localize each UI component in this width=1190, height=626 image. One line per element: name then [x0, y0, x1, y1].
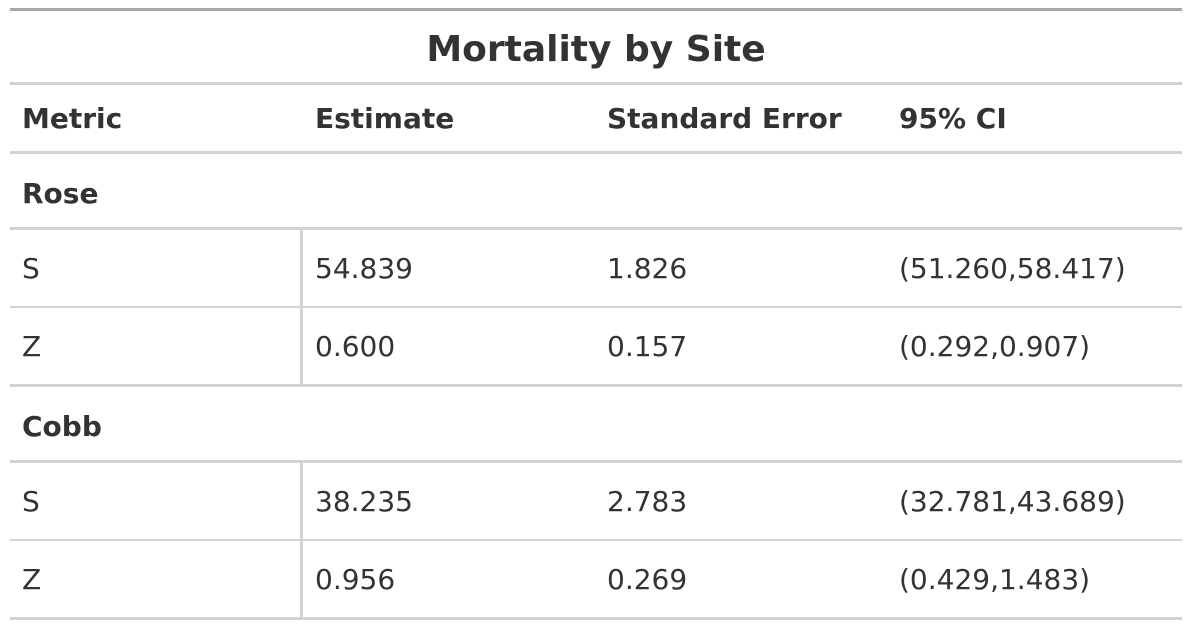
- table-row: Z 0.956 0.269 (0.429,1.483): [10, 541, 1182, 620]
- cell-standard-error: 0.269: [607, 562, 688, 596]
- cell-standard-error: 1.826: [607, 251, 688, 285]
- cell-metric: S: [10, 230, 303, 306]
- column-header-metric: Metric: [22, 101, 123, 135]
- cell-standard-error: 0.157: [607, 329, 688, 363]
- cell-metric: S: [10, 463, 303, 539]
- cell-metric: Z: [10, 308, 303, 384]
- top-rule: [10, 8, 1182, 11]
- table-row: S 38.235 2.783 (32.781,43.689): [10, 463, 1182, 541]
- table-row: Z 0.600 0.157 (0.292,0.907): [10, 308, 1182, 387]
- cell-metric: Z: [10, 541, 303, 617]
- cell-ci: (0.292,0.907): [899, 329, 1091, 363]
- cell-estimate: 38.235: [315, 484, 413, 518]
- results-table: Mortality by Site Metric Estimate Standa…: [10, 8, 1182, 620]
- column-header-standard-error: Standard Error: [607, 101, 842, 135]
- column-header-ci: 95% CI: [899, 101, 1007, 135]
- cell-estimate: 0.956: [315, 562, 396, 596]
- cell-estimate: 54.839: [315, 251, 413, 285]
- table-row: S 54.839 1.826 (51.260,58.417): [10, 230, 1182, 308]
- header-row: Metric Estimate Standard Error 95% CI: [10, 85, 1182, 154]
- cell-ci: (0.429,1.483): [899, 562, 1091, 596]
- group-header-cobb: Cobb: [10, 387, 1182, 463]
- cell-ci: (51.260,58.417): [899, 251, 1126, 285]
- cell-standard-error: 2.783: [607, 484, 688, 518]
- cell-estimate: 0.600: [315, 329, 396, 363]
- column-header-estimate: Estimate: [315, 101, 455, 135]
- cell-ci: (32.781,43.689): [899, 484, 1126, 518]
- table-title: Mortality by Site: [10, 11, 1182, 85]
- group-header-rose: Rose: [10, 154, 1182, 230]
